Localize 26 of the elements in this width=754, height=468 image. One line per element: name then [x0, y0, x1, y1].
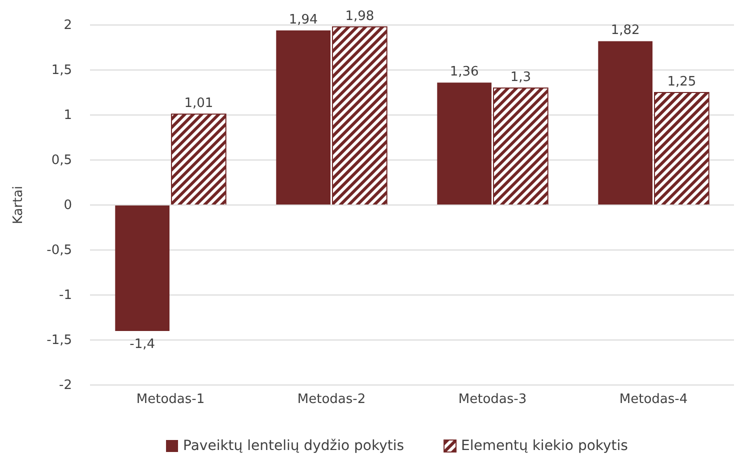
data-label: 1,98 [345, 8, 374, 24]
y-tick-label: -0,5 [46, 243, 72, 258]
legend-label: Paveiktų lentelių dydžio pokytis [183, 438, 404, 454]
x-tick-label: Metodas-2 [297, 392, 366, 408]
y-tick-label: -1 [59, 288, 72, 304]
y-tick-label: 1 [64, 108, 72, 124]
y-tick-label: 0 [64, 198, 72, 214]
bar [115, 205, 170, 331]
y-tick-label: -2 [59, 378, 72, 394]
y-axis-title: Kartai [11, 186, 26, 224]
data-label: 1,01 [184, 96, 214, 112]
data-label: 1,25 [667, 74, 696, 90]
x-tick-label: Metodas-3 [458, 392, 527, 408]
legend-label: Elementų kiekio pokytis [461, 438, 628, 454]
data-label: 1,82 [610, 23, 640, 38]
y-tick-label: 0,5 [51, 153, 72, 168]
x-tick-label: Metodas-4 [619, 392, 688, 408]
y-tick-label: 2 [64, 18, 72, 34]
data-label: 1,36 [450, 64, 479, 80]
y-tick-label: -1,5 [46, 333, 72, 348]
x-tick-label: Metodas-1 [136, 392, 205, 408]
data-label: -1,4 [130, 337, 156, 352]
data-label: 1,94 [288, 12, 318, 28]
y-tick-label: 1,5 [51, 63, 72, 78]
bar [171, 114, 226, 206]
data-label: 1,3 [510, 70, 532, 85]
